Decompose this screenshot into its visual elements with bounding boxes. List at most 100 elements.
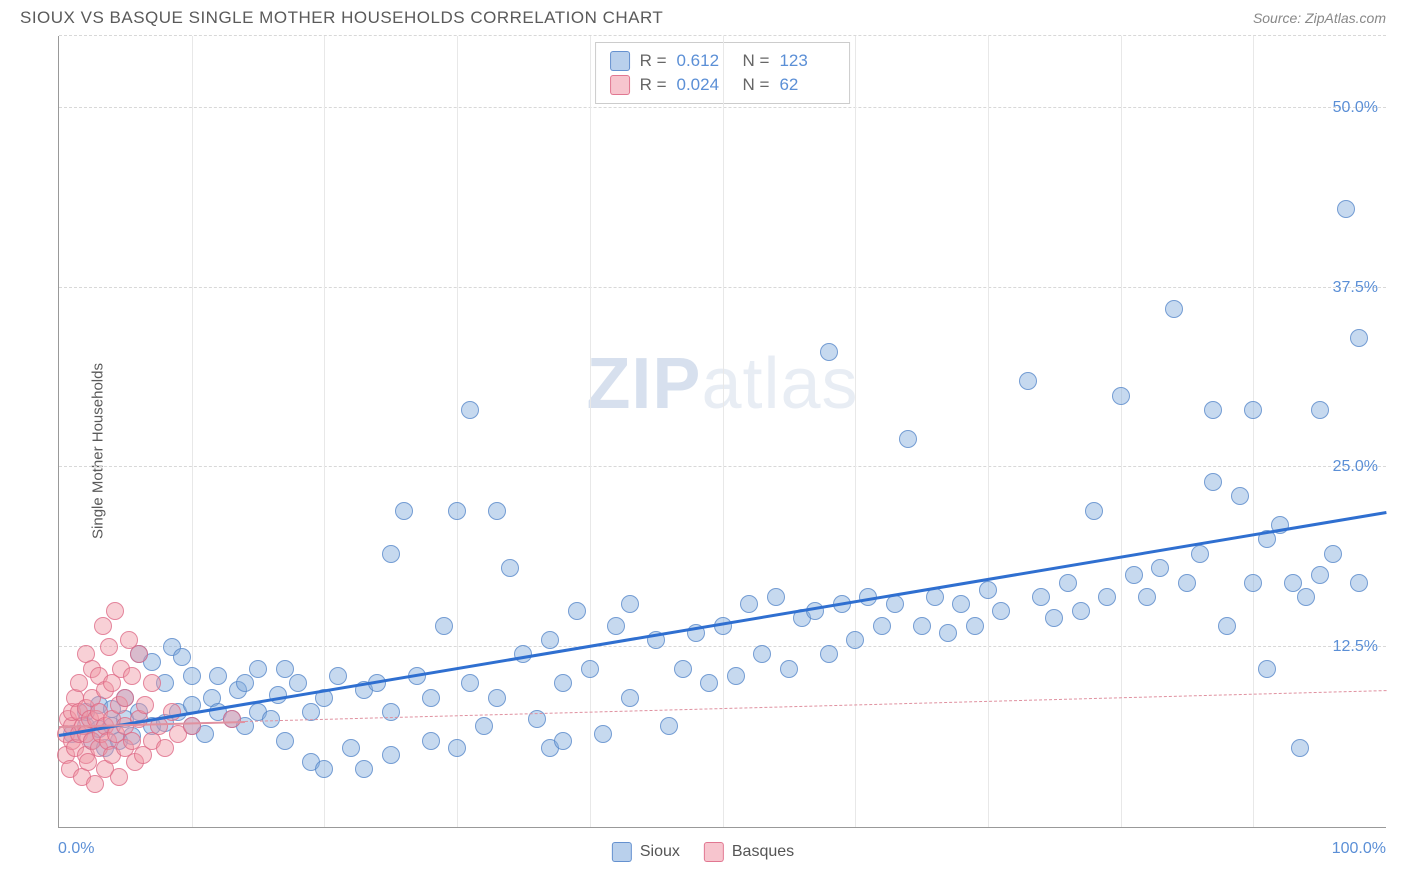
data-point-sioux bbox=[1085, 502, 1103, 520]
data-point-sioux bbox=[554, 674, 572, 692]
data-point-basques bbox=[183, 717, 201, 735]
data-point-sioux bbox=[1165, 300, 1183, 318]
data-point-sioux bbox=[674, 660, 692, 678]
y-tick-label: 25.0% bbox=[1333, 458, 1378, 476]
data-point-sioux bbox=[435, 617, 453, 635]
data-point-sioux bbox=[461, 401, 479, 419]
data-point-sioux bbox=[1350, 574, 1368, 592]
data-point-sioux bbox=[554, 732, 572, 750]
data-point-sioux bbox=[1178, 574, 1196, 592]
gridline-v bbox=[590, 36, 591, 827]
r-value: 0.024 bbox=[677, 75, 733, 95]
data-point-basques bbox=[223, 710, 241, 728]
data-point-sioux bbox=[952, 595, 970, 613]
data-point-sioux bbox=[767, 588, 785, 606]
data-point-sioux bbox=[249, 660, 267, 678]
data-point-sioux bbox=[488, 502, 506, 520]
data-point-sioux bbox=[581, 660, 599, 678]
data-point-sioux bbox=[846, 631, 864, 649]
gridline-v bbox=[855, 36, 856, 827]
data-point-basques bbox=[110, 768, 128, 786]
data-point-sioux bbox=[382, 545, 400, 563]
data-point-sioux bbox=[422, 732, 440, 750]
data-point-sioux bbox=[594, 725, 612, 743]
data-point-sioux bbox=[1324, 545, 1342, 563]
n-label: N = bbox=[743, 51, 770, 71]
chart-container: Single Mother Households ZIPatlas R =0.6… bbox=[20, 36, 1386, 866]
legend-label: Basques bbox=[732, 843, 794, 861]
data-point-sioux bbox=[966, 617, 984, 635]
data-point-sioux bbox=[289, 674, 307, 692]
data-point-sioux bbox=[1297, 588, 1315, 606]
legend-swatch bbox=[612, 842, 632, 862]
data-point-sioux bbox=[873, 617, 891, 635]
y-tick-label: 37.5% bbox=[1333, 279, 1378, 297]
data-point-sioux bbox=[355, 760, 373, 778]
data-point-sioux bbox=[1258, 660, 1276, 678]
data-point-sioux bbox=[568, 602, 586, 620]
data-point-sioux bbox=[276, 732, 294, 750]
data-point-sioux bbox=[382, 746, 400, 764]
n-label: N = bbox=[743, 75, 770, 95]
gridline-v bbox=[1253, 36, 1254, 827]
data-point-sioux bbox=[448, 739, 466, 757]
data-point-sioux bbox=[1059, 574, 1077, 592]
data-point-basques bbox=[100, 638, 118, 656]
data-point-sioux bbox=[1191, 545, 1209, 563]
data-point-basques bbox=[123, 667, 141, 685]
data-point-sioux bbox=[979, 581, 997, 599]
data-point-sioux bbox=[1244, 574, 1262, 592]
data-point-sioux bbox=[740, 595, 758, 613]
data-point-sioux bbox=[700, 674, 718, 692]
data-point-sioux bbox=[886, 595, 904, 613]
data-point-sioux bbox=[1311, 401, 1329, 419]
data-point-basques bbox=[136, 696, 154, 714]
x-max-label: 100.0% bbox=[1332, 840, 1386, 858]
data-point-sioux bbox=[660, 717, 678, 735]
data-point-sioux bbox=[820, 645, 838, 663]
data-point-sioux bbox=[992, 602, 1010, 620]
data-point-sioux bbox=[382, 703, 400, 721]
r-value: 0.612 bbox=[677, 51, 733, 71]
gridline-v bbox=[324, 36, 325, 827]
data-point-sioux bbox=[820, 343, 838, 361]
data-point-sioux bbox=[488, 689, 506, 707]
data-point-sioux bbox=[1045, 609, 1063, 627]
data-point-sioux bbox=[1098, 588, 1116, 606]
data-point-sioux bbox=[1138, 588, 1156, 606]
data-point-sioux bbox=[1350, 329, 1368, 347]
x-min-label: 0.0% bbox=[58, 840, 94, 858]
data-point-basques bbox=[143, 674, 161, 692]
n-value: 62 bbox=[779, 75, 835, 95]
data-point-sioux bbox=[1019, 372, 1037, 390]
data-point-sioux bbox=[727, 667, 745, 685]
data-point-basques bbox=[156, 739, 174, 757]
data-point-sioux bbox=[1244, 401, 1262, 419]
data-point-sioux bbox=[1337, 200, 1355, 218]
gridline-v bbox=[1121, 36, 1122, 827]
gridline-v bbox=[988, 36, 989, 827]
legend-swatch bbox=[610, 51, 630, 71]
data-point-sioux bbox=[501, 559, 519, 577]
data-point-sioux bbox=[753, 645, 771, 663]
plot-area: ZIPatlas R =0.612N =123R =0.024N =62 12.… bbox=[58, 36, 1386, 828]
series-legend: Sioux Basques bbox=[612, 842, 794, 862]
data-point-basques bbox=[70, 674, 88, 692]
data-point-sioux bbox=[209, 667, 227, 685]
chart-title: SIOUX VS BASQUE SINGLE MOTHER HOUSEHOLDS… bbox=[20, 8, 663, 28]
data-point-sioux bbox=[395, 502, 413, 520]
data-point-sioux bbox=[1072, 602, 1090, 620]
data-point-sioux bbox=[1032, 588, 1050, 606]
data-point-sioux bbox=[780, 660, 798, 678]
data-point-sioux bbox=[475, 717, 493, 735]
data-point-sioux bbox=[315, 760, 333, 778]
data-point-sioux bbox=[621, 595, 639, 613]
data-point-sioux bbox=[173, 648, 191, 666]
data-point-sioux bbox=[541, 631, 559, 649]
data-point-sioux bbox=[236, 674, 254, 692]
data-point-sioux bbox=[183, 667, 201, 685]
legend-item-sioux: Sioux bbox=[612, 842, 680, 862]
legend-swatch bbox=[610, 75, 630, 95]
data-point-basques bbox=[116, 689, 134, 707]
data-point-sioux bbox=[422, 689, 440, 707]
